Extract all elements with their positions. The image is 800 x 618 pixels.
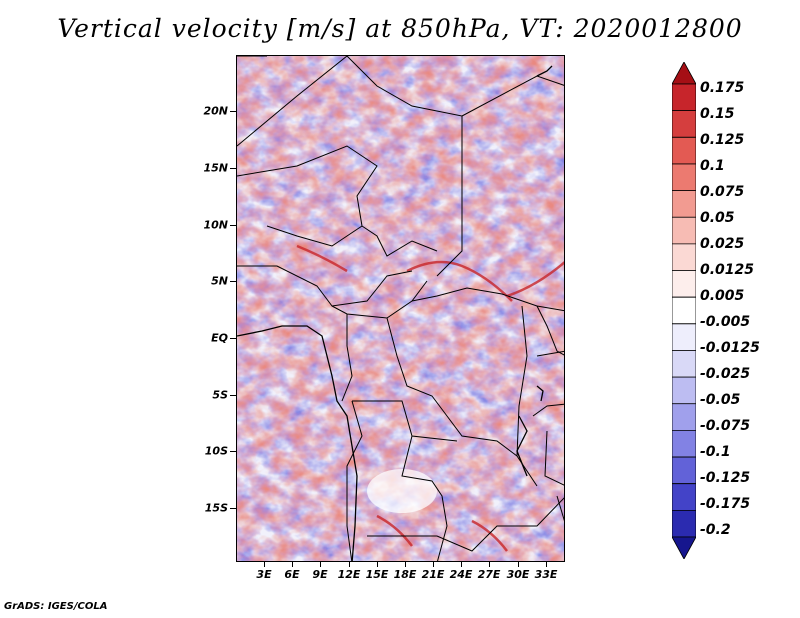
colorbar-label: 0.025 <box>700 236 745 252</box>
lon-label-9e: 9E <box>312 568 328 581</box>
colorbar-segment <box>672 536 696 559</box>
lon-label-27e: 27E <box>477 568 501 581</box>
lon-tick <box>546 562 547 567</box>
colorbar-segment <box>672 509 696 538</box>
coastlines <box>237 65 553 561</box>
lon-tick <box>320 562 321 567</box>
lat-label-5s: 5S <box>212 388 228 402</box>
colorbar-label: -0.0125 <box>700 340 760 356</box>
colorbar-label: -0.05 <box>700 392 741 408</box>
colorbar-label: 0.125 <box>700 132 745 148</box>
lon-label-18e: 18E <box>393 568 417 581</box>
lat-label-15s: 15S <box>204 501 228 515</box>
colorbar-label: -0.025 <box>700 366 751 382</box>
colorbar-label: 0.05 <box>700 210 735 226</box>
lat-tick <box>230 338 236 339</box>
lat-tick <box>230 508 236 509</box>
lon-label-30e: 30E <box>506 568 530 581</box>
colorbar-segment <box>672 296 696 325</box>
lon-label-24e: 24E <box>449 568 473 581</box>
colorbar-label: 0.0125 <box>700 262 755 278</box>
colorbar-segment <box>672 483 696 511</box>
lon-label-33e: 33E <box>534 568 558 581</box>
lat-tick <box>230 168 236 169</box>
colorbar-label: -0.125 <box>700 470 751 486</box>
lat-tick <box>230 225 236 226</box>
colorbar-segment <box>672 350 696 378</box>
colorbar-segment <box>672 190 696 218</box>
lat-tick <box>230 395 236 396</box>
lat-label-5n: 5N <box>211 274 228 288</box>
lon-label-15e: 15E <box>365 568 389 581</box>
colorbar-label: 0.175 <box>700 80 745 96</box>
colorbar-label: 0.1 <box>700 158 725 174</box>
lon-tick <box>349 562 350 567</box>
colorbar <box>672 62 696 559</box>
lon-tick <box>433 562 434 567</box>
colorbar-segment <box>672 243 696 271</box>
lon-tick <box>377 562 378 567</box>
colorbar-segment <box>672 216 696 245</box>
lon-label-6e: 6E <box>284 568 300 581</box>
lon-tick <box>489 562 490 567</box>
updraft-streaks <box>296 244 564 552</box>
colorbar-label: 0.005 <box>700 288 745 304</box>
lon-label-3e: 3E <box>256 568 272 581</box>
colorbar-segment <box>672 83 696 112</box>
lat-label-10n: 10N <box>203 218 228 232</box>
colorbar-segment <box>672 270 696 298</box>
velocity-map <box>236 55 565 562</box>
velocity-field <box>237 56 564 561</box>
lat-label-eq: EQ <box>211 331 228 345</box>
colorbar-label: -0.2 <box>700 522 731 538</box>
neutral-patch <box>367 469 437 513</box>
colorbar-label: 0.15 <box>700 106 735 122</box>
colorbar-segment <box>672 430 696 458</box>
lat-tick <box>230 451 236 452</box>
colorbar-segment <box>672 62 696 85</box>
lat-tick <box>230 281 236 282</box>
colorbar-segment <box>672 163 696 191</box>
lat-label-15n: 15N <box>203 161 228 175</box>
colorbar-segment <box>672 403 696 431</box>
colorbar-label: -0.005 <box>700 314 751 330</box>
lat-label-10s: 10S <box>204 444 228 458</box>
colorbar-label: -0.1 <box>700 444 731 460</box>
lon-label-21e: 21E <box>421 568 445 581</box>
lat-label-20n: 20N <box>203 104 228 118</box>
lon-tick <box>461 562 462 567</box>
colorbar-segment <box>672 136 696 165</box>
credit-text: GrADS: IGES/COLA <box>4 601 108 612</box>
lon-tick <box>264 562 265 567</box>
colorbar-segment <box>672 376 696 405</box>
colorbar-label: -0.175 <box>700 496 751 512</box>
lon-tick <box>292 562 293 567</box>
lon-tick <box>405 562 406 567</box>
colorbar-segment <box>672 456 696 485</box>
colorbar-segment <box>672 110 696 138</box>
lon-tick <box>518 562 519 567</box>
colorbar-label: -0.075 <box>700 418 751 434</box>
lat-tick <box>230 111 236 112</box>
lon-label-12e: 12E <box>337 568 361 581</box>
colorbar-segment <box>672 323 696 351</box>
chart-title: Vertical velocity [m/s] at 850hPa, VT: 2… <box>57 14 743 43</box>
colorbar-label: 0.075 <box>700 184 745 200</box>
